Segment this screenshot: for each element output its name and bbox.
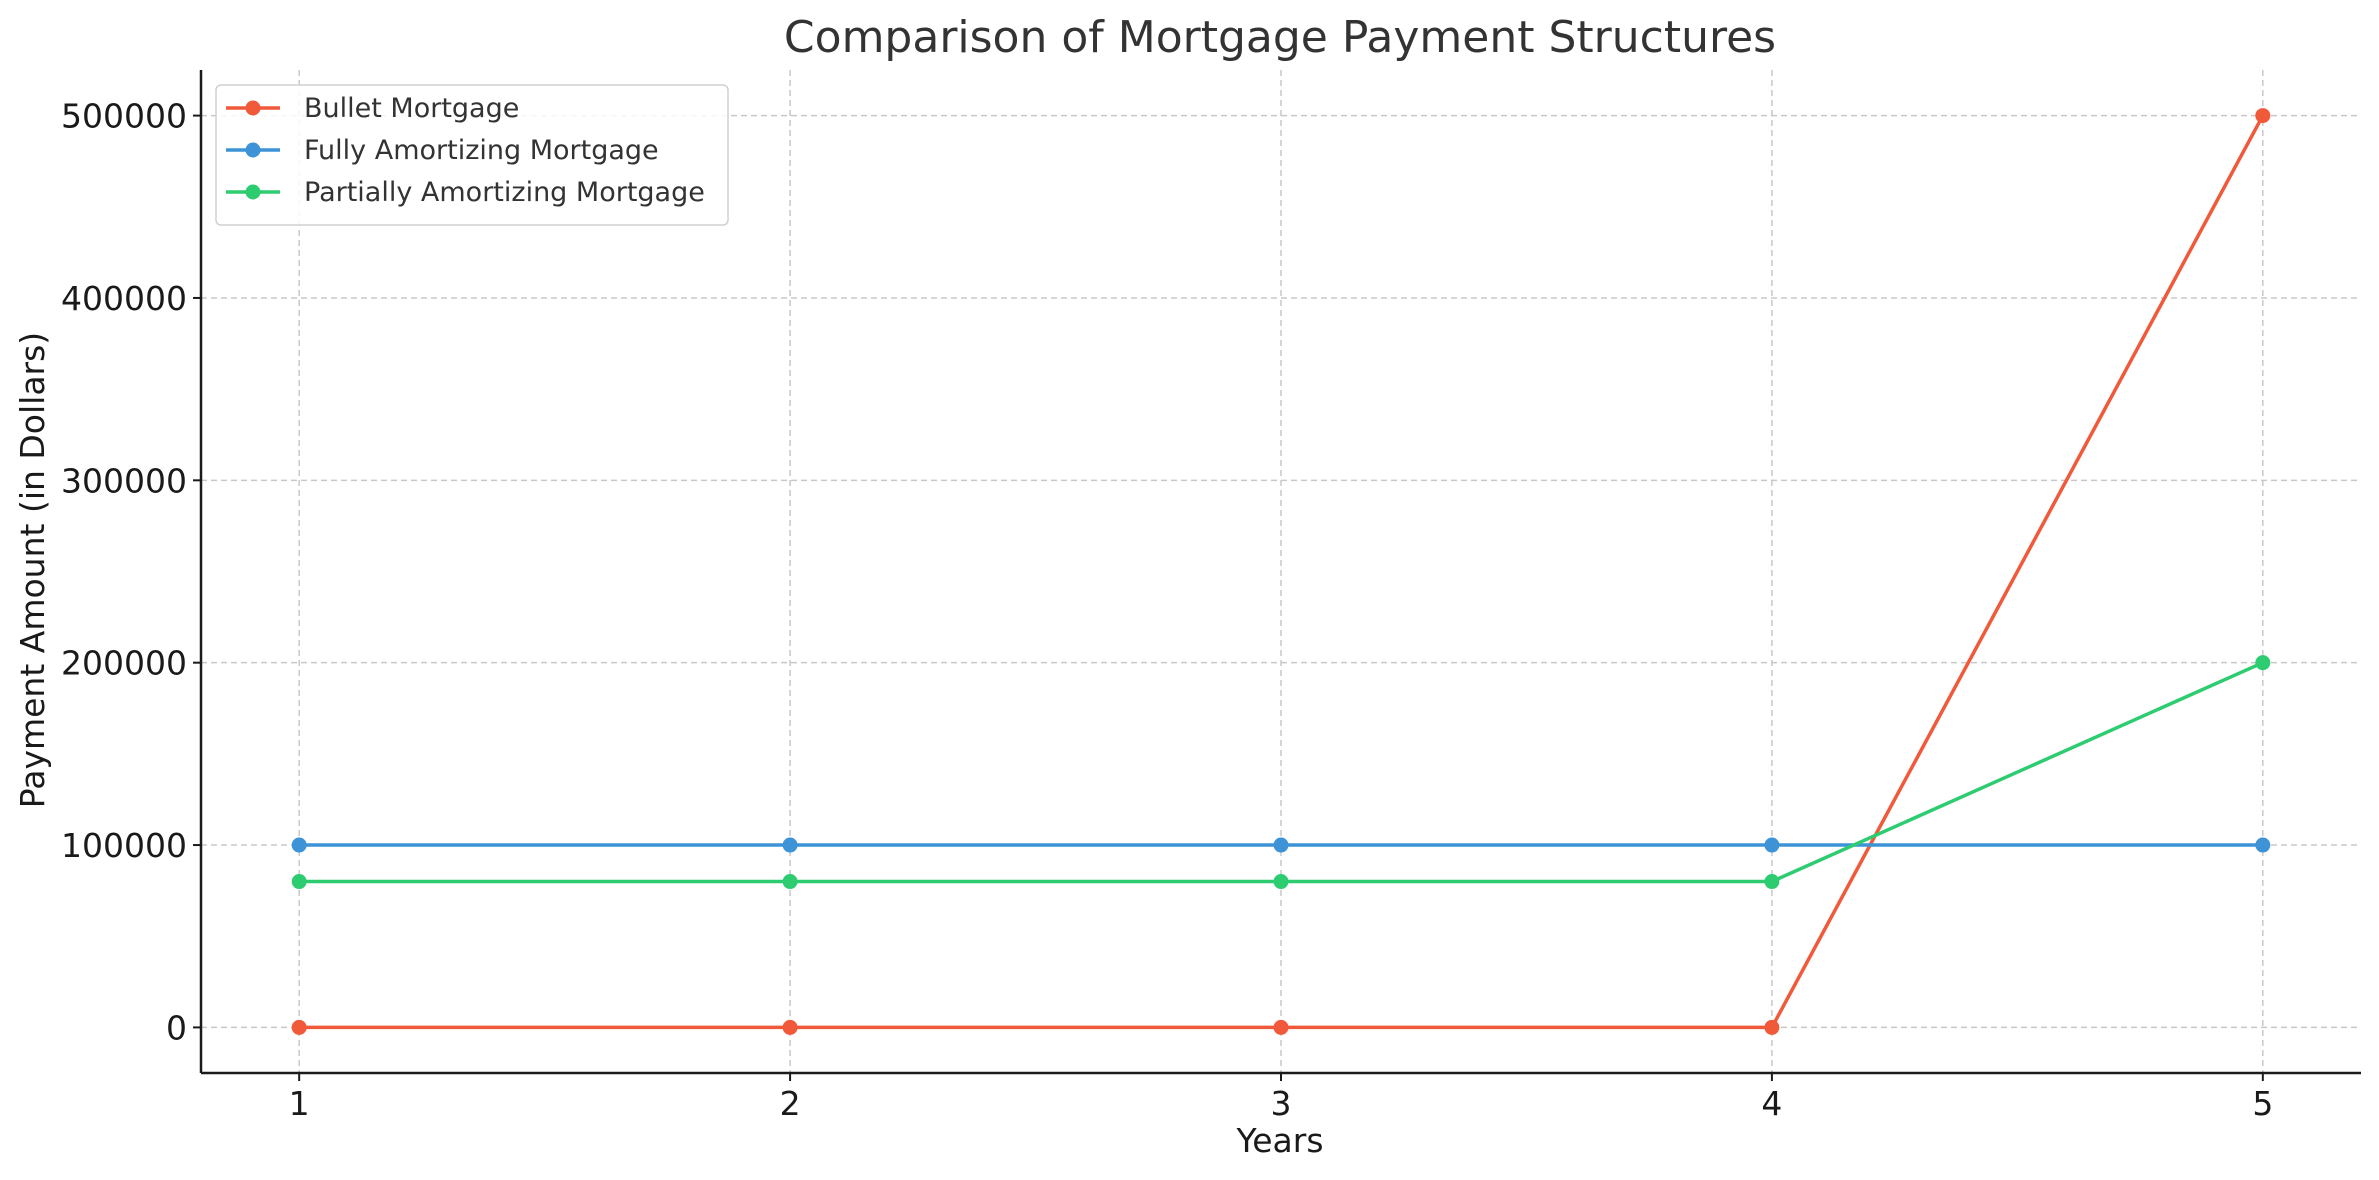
tick-labels: 1 2 3 4 5 0 100000 200000 300000 400000 500000 [61, 97, 2273, 1123]
legend-marker [245, 184, 261, 200]
legend: Bullet Mortgage Fully Amortizing Mortgage… [215, 84, 729, 226]
series-layer [291, 108, 2271, 1035]
legend-item: Partially Amortizing Mortgage [226, 177, 705, 208]
legend-item: Fully Amortizing Mortgage [226, 135, 659, 166]
legend-marker [245, 142, 261, 158]
y-tick-label: 200000 [61, 644, 187, 683]
data-point [2255, 655, 2271, 671]
data-point [1764, 874, 1780, 890]
legend-label: Fully Amortizing Mortgage [304, 135, 659, 166]
data-point [2255, 108, 2271, 124]
legend-marker [245, 100, 261, 116]
y-tick-label: 100000 [61, 826, 187, 865]
data-point [1273, 1019, 1289, 1035]
data-point [782, 874, 798, 890]
x-tick-label: 5 [2252, 1084, 2273, 1123]
y-tick-label: 400000 [61, 279, 187, 318]
data-point [291, 837, 307, 853]
data-point [1273, 837, 1289, 853]
x-tick-label: 1 [289, 1084, 310, 1123]
legend-label: Partially Amortizing Mortgage [304, 177, 705, 208]
series-2 [291, 837, 2271, 853]
x-tick-label: 4 [1761, 1084, 1782, 1123]
data-point [1764, 1019, 1780, 1035]
chart-title: Comparison of Mortgage Payment Structure… [784, 12, 1776, 63]
x-tick-label: 3 [1271, 1084, 1292, 1123]
y-axis-label: Payment Amount (in Dollars) [13, 332, 52, 808]
y-tick-label: 300000 [61, 461, 187, 500]
data-point [782, 837, 798, 853]
series-1 [291, 108, 2271, 1035]
data-point [2255, 837, 2271, 853]
series-3 [291, 655, 2271, 890]
legend-item: Bullet Mortgage [226, 93, 519, 124]
data-point [291, 874, 307, 890]
data-point [782, 1019, 798, 1035]
data-point [291, 1019, 307, 1035]
y-tick-label: 500000 [61, 97, 187, 136]
legend-label: Bullet Mortgage [304, 93, 519, 124]
y-tick-label: 0 [166, 1008, 187, 1047]
x-axis-label: Years [1235, 1121, 1323, 1160]
data-point [1764, 837, 1780, 853]
x-tick-label: 2 [780, 1084, 801, 1123]
data-point [1273, 874, 1289, 890]
legend-box [215, 84, 729, 226]
